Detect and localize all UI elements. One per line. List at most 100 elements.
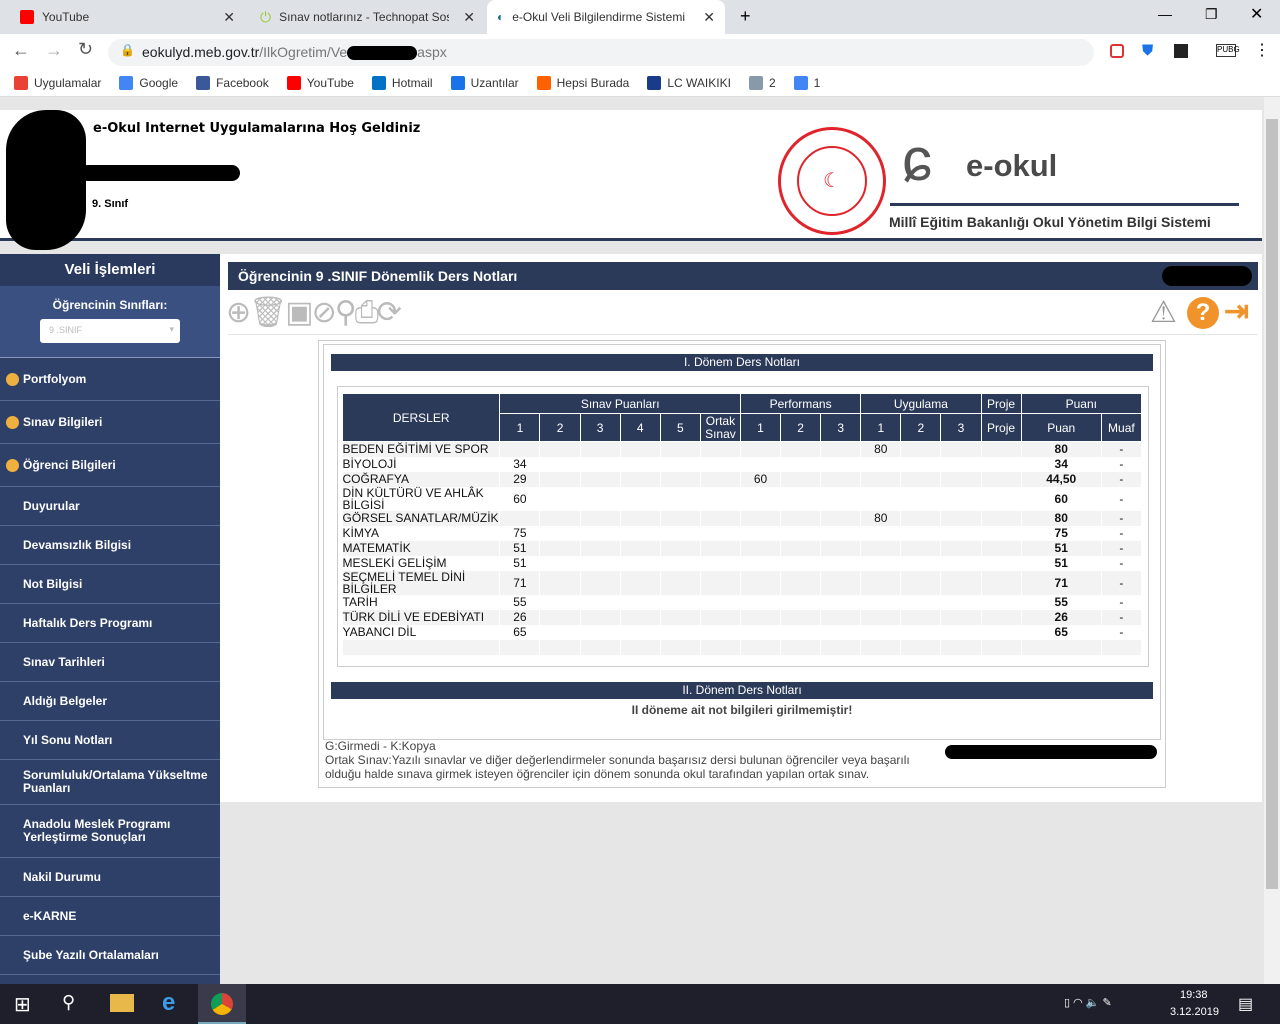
score-cell [580, 540, 621, 556]
subject-name: DİN KÜLTÜRÜ VE AHLÂK BİLGİSİ [342, 486, 501, 511]
logout-icon[interactable]: ⇥ [1224, 295, 1250, 328]
score-cell [900, 471, 942, 487]
refresh-icon[interactable]: ⟳ [376, 296, 402, 329]
score-cell [981, 540, 1022, 556]
sidebar-item[interactable]: Sorumluluk/Ortalama Yükseltme Puanları [0, 760, 220, 805]
pubg-extension-icon[interactable]: PUBG [1216, 44, 1240, 57]
score-cell [539, 471, 581, 487]
shield-extension-icon[interactable]: ⛊ [1142, 42, 1154, 59]
scrollbar[interactable] [1264, 97, 1280, 984]
tab-youtube[interactable]: YouTube ✕ [10, 0, 245, 34]
delete-icon[interactable]: 🗑 [249, 296, 287, 329]
sidebar-item[interactable]: Anadolu Meslek Programı Yerleştirme Sonu… [0, 805, 220, 858]
score-cell [860, 624, 902, 640]
score-cell [900, 540, 942, 556]
forward-icon[interactable]: → [45, 40, 63, 60]
notifications-icon[interactable]: ▤ [1238, 996, 1254, 1013]
bookmark-item[interactable]: Hepsi Burada [536, 76, 629, 90]
print-icon[interactable]: ⎙ [354, 296, 379, 329]
score-cell [539, 486, 581, 511]
grades-table: DERSLER Sınav Puanları Performans Uygula… [341, 393, 1143, 655]
table-row: MATEMATİK 51 51- [342, 540, 1143, 556]
bookmark-item[interactable]: Uzantılar [450, 76, 519, 90]
sidebar-item[interactable]: Aldığı Belgeler [0, 682, 220, 721]
score-cell [981, 624, 1022, 640]
table-row: DİN KÜLTÜRÜ VE AHLÂK BİLGİSİ 60 60- [342, 486, 1143, 511]
edge-icon[interactable]: e [162, 989, 176, 1016]
score-cell [700, 510, 741, 526]
back-icon[interactable]: ← [12, 40, 30, 60]
sidebar-section[interactable]: Öğrenci Bilgileri [0, 444, 220, 487]
warning-icon[interactable]: ⚠ [1150, 296, 1177, 329]
bookmarks-bar: Uygulamalar Google Facebook YouTube Hotmail U… [0, 70, 1280, 97]
score-cell [981, 570, 1022, 595]
sidebar-item[interactable]: e-KARNE [0, 897, 220, 936]
sidebar-section[interactable]: Portfolyom [0, 358, 220, 401]
score-cell [620, 525, 661, 541]
sidebar-item[interactable]: Not Bilgisi [0, 565, 220, 604]
score-cell [580, 555, 621, 571]
class-select[interactable]: 9 .SINIF ▾ [40, 319, 180, 343]
bookmark-item[interactable]: 2 [748, 76, 776, 90]
bookmark-item[interactable]: YouTube [286, 76, 354, 90]
extension-icon[interactable] [1110, 44, 1124, 58]
bookmark-item[interactable]: Hotmail [371, 76, 433, 90]
reload-icon[interactable]: ↻ [78, 39, 94, 59]
minimize-icon[interactable]: — [1158, 6, 1172, 22]
close-tab-icon[interactable]: ✕ [223, 8, 235, 25]
help-icon[interactable]: ? [1187, 297, 1219, 329]
final-score: 80 [1021, 510, 1102, 526]
search-icon[interactable]: ⚲ [62, 992, 76, 1012]
tab-technopat[interactable]: ⏻ Sınav notlarınız - Technopat Sosy ✕ [250, 0, 485, 34]
cancel-icon[interactable]: ⊘ [311, 296, 337, 329]
score-cell [660, 456, 701, 472]
bookmark-item[interactable]: LC WAIKIKI [647, 76, 731, 90]
close-window-icon[interactable]: ✕ [1250, 6, 1264, 23]
menu-icon[interactable]: ⋮ [1254, 42, 1270, 59]
score-cell [499, 510, 541, 526]
bookmark-icon [371, 76, 386, 90]
sidebar-item[interactable]: Nakil Durumu [0, 858, 220, 897]
sidebar-item[interactable]: Haftalık Ders Programı [0, 604, 220, 643]
close-tab-icon[interactable]: ✕ [463, 8, 475, 25]
chrome-taskbar-button[interactable] [198, 984, 246, 1024]
site-subtitle: Millî Eğitim Bakanlığı Okul Yönetim Bilg… [889, 214, 1211, 230]
bookmark-item[interactable]: 1 [793, 76, 820, 90]
sidebar-section[interactable]: Sınav Bilgileri [0, 401, 220, 444]
extension-icon[interactable] [1174, 44, 1188, 58]
new-tab-icon[interactable]: + [740, 6, 751, 26]
sidebar-item[interactable]: Şube Yazılı Ortalamaları [0, 936, 220, 975]
sidebar-item[interactable]: Devamsızlık Bilgisi [0, 526, 220, 565]
muaf-cell: - [1101, 540, 1143, 556]
score-cell [820, 594, 862, 610]
tab-eokul[interactable]: ◐ e-Okul Veli Bilgilendirme Sistemi ✕ [487, 0, 725, 34]
sidebar-item[interactable]: Yıl Sonu Notları [0, 721, 220, 760]
score-cell [660, 471, 701, 487]
bookmark-item[interactable]: Uygulamalar [14, 76, 101, 90]
score-cell [940, 570, 982, 595]
bookmark-item[interactable]: Facebook [196, 76, 269, 90]
score-cell [620, 510, 661, 526]
muaf-cell: - [1101, 609, 1143, 625]
score-cell [700, 471, 741, 487]
score-cell [700, 570, 741, 595]
search-icon[interactable]: ⚲ [334, 296, 357, 329]
score-cell [700, 486, 741, 511]
bookmark-item[interactable]: Google [119, 76, 178, 90]
windows-start-icon[interactable]: ⊞ [14, 994, 31, 1016]
muaf-cell: - [1101, 525, 1143, 541]
power-icon: ⏻ [260, 8, 272, 25]
add-icon[interactable]: ⊕ [226, 296, 251, 329]
file-explorer-icon[interactable] [110, 994, 134, 1012]
col-dersler: DERSLER [341, 393, 501, 442]
bookmark-icon [748, 76, 763, 90]
close-tab-icon[interactable]: ✕ [703, 8, 715, 25]
tray-icons[interactable]: ▯ ◠ 🔈 ✎ [1064, 997, 1112, 1009]
restore-icon[interactable]: ❐ [1205, 6, 1218, 22]
url-bar[interactable]: 🔒 eokulyd.meb.gov.tr/IlkOgretim/Ve aspx [108, 39, 1094, 66]
col-subheader: 5 [659, 413, 701, 442]
sidebar-item[interactable]: Duyurular [0, 487, 220, 526]
save-icon[interactable]: ▣ [285, 296, 313, 329]
score-cell [780, 624, 822, 640]
sidebar-item[interactable]: Sınav Tarihleri [0, 643, 220, 682]
